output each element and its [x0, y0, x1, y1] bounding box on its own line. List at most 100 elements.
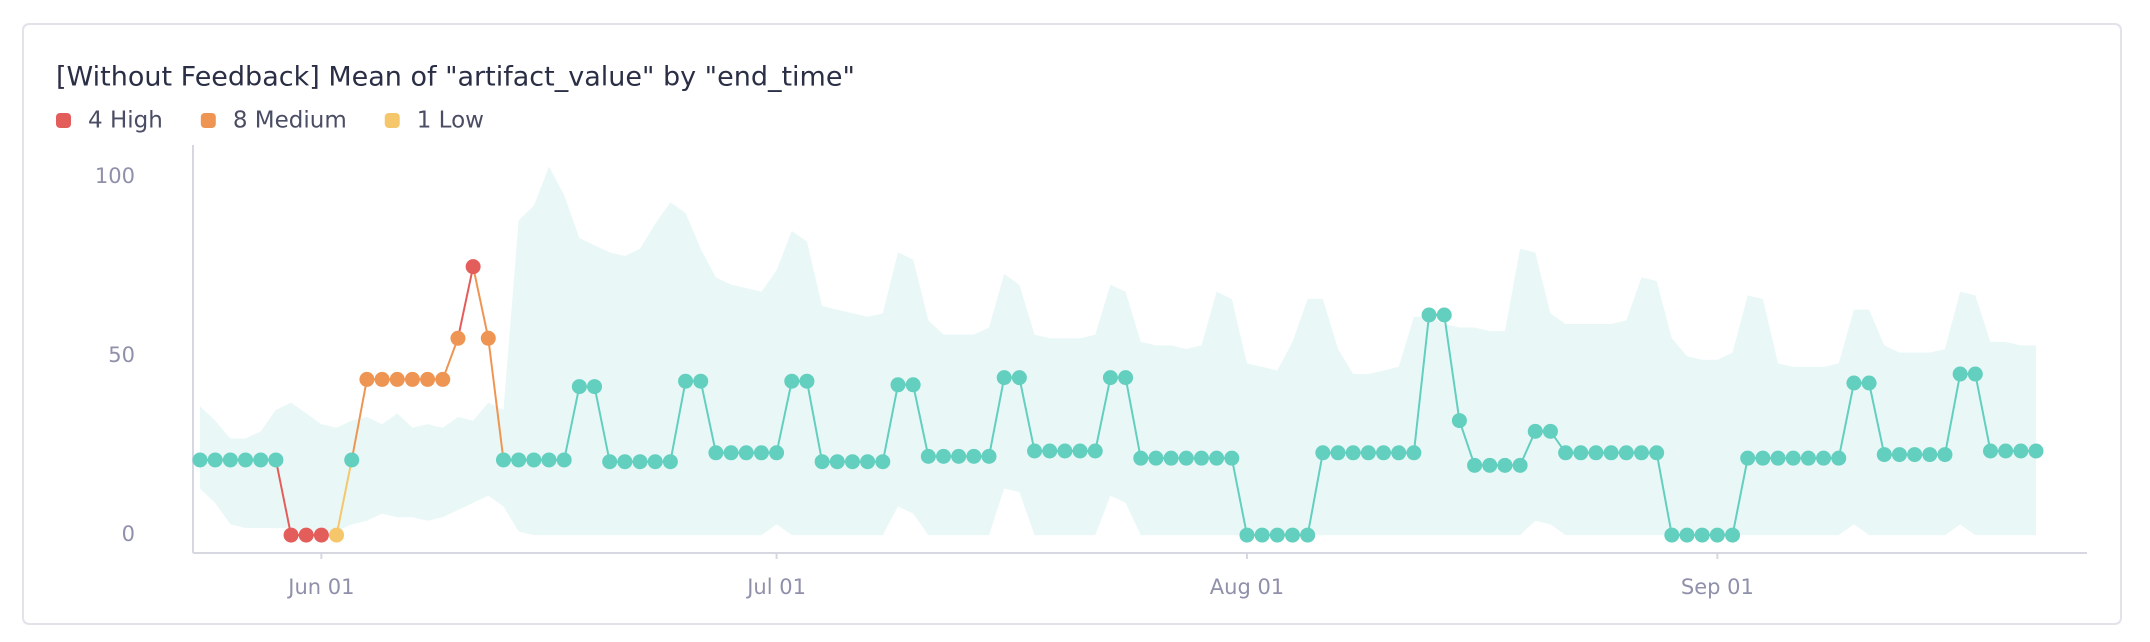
line-segment	[1094, 377, 1112, 452]
data-point	[298, 527, 314, 543]
data-point	[647, 454, 663, 470]
data-point	[1618, 445, 1634, 461]
data-point	[1770, 450, 1786, 466]
data-point	[420, 371, 436, 387]
data-point	[1755, 450, 1771, 466]
data-point	[1709, 527, 1725, 543]
data-point	[313, 527, 329, 543]
legend-marker	[384, 113, 400, 128]
line-segment	[335, 459, 353, 536]
data-point	[1967, 366, 1983, 382]
legend-marker	[200, 113, 216, 128]
data-point	[1057, 443, 1073, 459]
data-point	[1027, 443, 1043, 459]
data-point	[632, 454, 648, 470]
data-point	[2013, 443, 2029, 459]
data-point	[996, 370, 1012, 386]
chart-title: [Without Feedback] Mean of "artifact_val…	[56, 62, 855, 93]
data-point	[1694, 527, 1710, 543]
data-point	[875, 454, 891, 470]
line-segment	[1230, 457, 1248, 536]
line-segment	[456, 266, 475, 339]
line-segment	[1412, 314, 1431, 453]
data-point	[192, 452, 208, 468]
data-point	[1785, 450, 1801, 466]
data-point	[1558, 445, 1574, 461]
data-point	[1224, 450, 1240, 466]
data-point	[207, 452, 223, 468]
data-point	[1664, 527, 1680, 543]
data-point	[222, 452, 238, 468]
data-point	[465, 259, 481, 275]
data-point	[1436, 307, 1452, 323]
data-point	[617, 454, 633, 470]
data-point	[1254, 527, 1270, 543]
line-segment	[274, 459, 293, 536]
legend-label: 1 Low	[417, 108, 484, 134]
data-point	[1512, 457, 1528, 473]
line-segment	[563, 386, 581, 461]
line-segment	[669, 381, 687, 462]
data-point	[511, 452, 527, 468]
data-point	[435, 371, 451, 387]
data-point	[1467, 457, 1483, 473]
data-point	[1482, 457, 1498, 473]
line-segment	[1443, 314, 1461, 421]
data-point	[1740, 450, 1756, 466]
line-segment	[1868, 382, 1886, 455]
data-point	[829, 454, 845, 470]
line-segment	[805, 381, 824, 462]
data-point	[1952, 366, 1968, 382]
data-point	[799, 373, 815, 389]
data-point	[1406, 445, 1422, 461]
data-point	[693, 373, 709, 389]
line-segment	[1018, 377, 1036, 452]
data-point	[1148, 450, 1164, 466]
data-point	[1451, 413, 1467, 429]
data-point	[238, 452, 254, 468]
line-segment	[881, 384, 899, 462]
data-point	[936, 448, 952, 464]
data-point	[784, 373, 800, 389]
line-segment	[1837, 382, 1855, 459]
data-point	[1679, 527, 1695, 543]
line-segment	[699, 381, 717, 453]
legend: 4 High 8 Medium 1 Low	[56, 108, 484, 134]
data-point	[708, 445, 724, 461]
line-segment	[1731, 457, 1749, 536]
data-point	[951, 448, 967, 464]
data-point	[1649, 445, 1665, 461]
data-point	[1209, 450, 1225, 466]
data-point	[1072, 443, 1088, 459]
data-point	[587, 379, 603, 395]
data-point	[1376, 445, 1392, 461]
line-segment	[1124, 377, 1142, 459]
data-point	[253, 452, 269, 468]
data-point	[268, 452, 284, 468]
data-point	[678, 373, 694, 389]
data-point	[359, 371, 375, 387]
data-point	[769, 445, 785, 461]
data-point	[329, 527, 345, 543]
data-point	[1193, 450, 1209, 466]
line-segment	[988, 377, 1006, 457]
data-point	[1725, 527, 1741, 543]
legend-marker	[56, 113, 71, 128]
data-point	[1421, 307, 1437, 323]
confidence-band	[200, 166, 2036, 536]
data-point	[844, 454, 860, 470]
data-point	[1573, 445, 1589, 461]
data-point	[495, 452, 511, 468]
data-point	[450, 330, 466, 346]
data-point	[1345, 445, 1361, 461]
data-point	[1876, 447, 1892, 463]
x-tick-label: Jun 01	[286, 575, 354, 599]
data-point	[1269, 527, 1285, 543]
data-point	[1087, 443, 1103, 459]
data-point	[1846, 375, 1862, 391]
line-segment	[593, 386, 611, 462]
data-point	[2028, 443, 2044, 459]
data-point	[344, 452, 360, 468]
data-point	[1042, 443, 1058, 459]
